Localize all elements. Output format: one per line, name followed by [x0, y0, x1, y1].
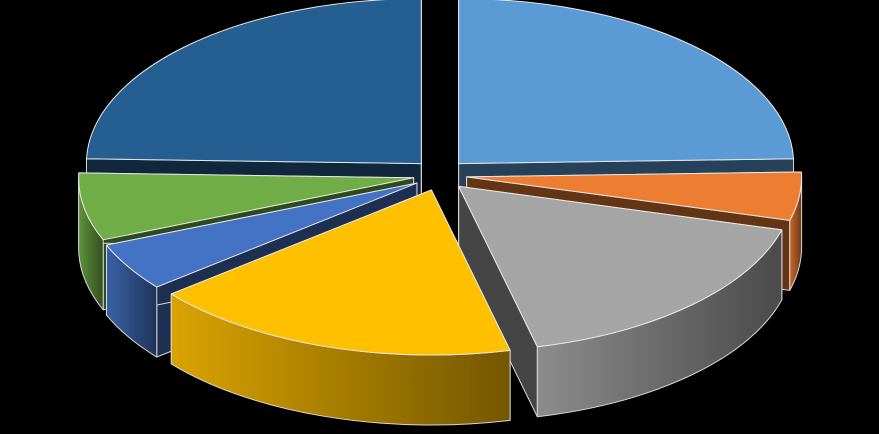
pie-slice-6-top	[78, 172, 415, 241]
pie-slice-7-top	[85, 0, 422, 165]
pie-slice-3	[458, 185, 783, 418]
pie-slice-5-top	[105, 182, 418, 288]
pie-slice-4-top	[170, 189, 511, 356]
pie-slice-1-top	[458, 0, 795, 165]
pie-slice-4	[170, 189, 511, 426]
pie-slice-3-top	[458, 185, 783, 348]
pie-slice-2-top	[466, 171, 803, 221]
